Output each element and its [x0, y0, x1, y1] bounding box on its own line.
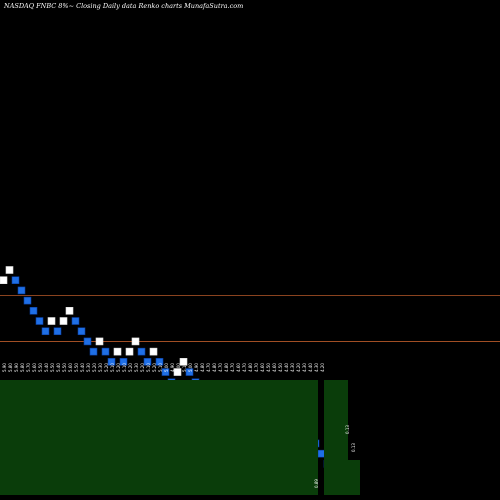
x-tick-label-5: 5.70 — [26, 363, 31, 372]
x-tick-label-31: 5.10 — [182, 363, 187, 372]
down-brick-25 — [143, 358, 152, 366]
x-tick-label-48: 4.40 — [284, 363, 289, 372]
x-tick-label-30: 5.00 — [176, 363, 181, 372]
x-tick-label-46: 4.60 — [272, 363, 277, 372]
up-brick-26 — [149, 347, 158, 356]
x-tick-label-6: 5.60 — [32, 363, 37, 372]
x-tick-label-37: 4.70 — [218, 363, 223, 372]
down-brick-3 — [11, 276, 20, 285]
up-brick-23 — [131, 337, 140, 346]
x-tick-label-32: 5.00 — [188, 363, 193, 372]
x-tick-label-35: 4.70 — [206, 363, 211, 372]
x-tick-label-38: 4.80 — [224, 363, 229, 372]
down-brick-15 — [83, 337, 92, 346]
down-brick-54 — [317, 449, 326, 458]
x-tick-label-2: 5.80 — [8, 363, 13, 372]
volume-label-2: 0.13 — [345, 425, 350, 434]
down-brick-32 — [185, 368, 194, 376]
down-brick-19 — [107, 358, 116, 366]
down-brick-7 — [35, 317, 44, 325]
x-tick-label-23: 5.30 — [134, 363, 139, 372]
x-tick-label-47: 4.50 — [278, 363, 283, 372]
x-tick-label-4: 5.80 — [20, 363, 25, 372]
down-brick-21 — [119, 358, 128, 366]
x-tick-label-13: 5.50 — [74, 363, 79, 372]
x-tick-label-40: 4.60 — [236, 363, 241, 372]
down-brick-28 — [161, 368, 170, 376]
x-tick-label-8: 5.40 — [44, 363, 49, 372]
x-tick-label-16: 5.20 — [92, 363, 97, 372]
x-tick-label-12: 5.60 — [68, 363, 73, 372]
x-tick-label-41: 4.70 — [242, 363, 247, 372]
down-brick-6 — [29, 307, 38, 315]
up-brick-22 — [125, 347, 134, 356]
x-tick-label-26: 5.20 — [152, 363, 157, 372]
x-tick-label-20: 5.20 — [116, 363, 121, 372]
up-brick-30 — [173, 368, 182, 376]
x-tick-label-1: 5.90 — [2, 363, 7, 372]
x-tick-label-7: 5.50 — [38, 363, 43, 372]
x-tick-label-27: 5.10 — [158, 363, 163, 372]
x-tick-label-15: 5.30 — [86, 363, 91, 372]
down-brick-27 — [155, 358, 164, 366]
up-brick-1 — [0, 276, 8, 285]
x-tick-label-52: 4.40 — [308, 363, 313, 372]
x-tick-label-9: 5.50 — [50, 363, 55, 372]
x-tick-label-11: 5.50 — [62, 363, 67, 372]
x-tick-label-53: 4.30 — [314, 363, 319, 372]
down-brick-14 — [77, 327, 86, 336]
x-tick-label-43: 4.70 — [254, 363, 259, 372]
x-tick-label-33: 4.90 — [194, 363, 199, 372]
x-tick-label-29: 4.90 — [170, 363, 175, 372]
x-tick-labels: 5.90 5.80 5.90 5.80 5.70 5.60 5.50 5.40 5.50 5.40… — [2, 363, 325, 372]
x-tick-label-18: 5.20 — [104, 363, 109, 372]
down-brick-4 — [17, 286, 26, 295]
up-brick-11 — [59, 317, 68, 325]
down-brick-8 — [41, 327, 50, 336]
x-tick-label-39: 4.70 — [230, 363, 235, 372]
volume-bar-1 — [0, 380, 318, 495]
volume-bar-2 — [324, 380, 348, 495]
x-tick-label-34: 4.80 — [200, 363, 205, 372]
x-tick-label-49: 4.30 — [290, 363, 295, 372]
x-tick-label-17: 5.30 — [98, 363, 103, 372]
down-brick-10 — [53, 327, 62, 336]
up-brick-9 — [47, 317, 56, 325]
x-tick-label-44: 4.60 — [260, 363, 265, 372]
up-brick-17 — [95, 337, 104, 346]
down-brick-5 — [23, 296, 32, 305]
volume-label-3: 0.13 — [351, 443, 356, 452]
x-tick-label-3: 5.90 — [14, 363, 19, 372]
x-tick-label-25: 5.10 — [146, 363, 151, 372]
volume-panel: 0.89 0.13 0.13 — [0, 380, 360, 495]
x-tick-label-36: 4.80 — [212, 363, 217, 372]
x-tick-label-22: 5.20 — [128, 363, 133, 372]
up-brick-31 — [179, 358, 188, 366]
x-tick-label-45: 4.50 — [266, 363, 271, 372]
volume-bar-3 — [348, 460, 360, 495]
up-brick-2 — [5, 266, 14, 274]
down-brick-13 — [71, 317, 80, 325]
down-brick-18 — [101, 347, 110, 356]
volume-label-1: 0.89 — [314, 479, 319, 488]
x-tick-label-14: 5.40 — [80, 363, 85, 372]
up-brick-12 — [65, 307, 74, 315]
x-tick-label-19: 5.10 — [110, 363, 115, 372]
x-tick-label-28: 5.00 — [164, 363, 169, 372]
down-brick-16 — [89, 347, 98, 356]
chart-title: NASDAQ FNBC 8%~ Closing Daily data Renko… — [3, 2, 243, 10]
x-tick-label-42: 4.80 — [248, 363, 253, 372]
x-tick-label-54: 4.20 — [320, 363, 325, 372]
x-tick-label-21: 5.10 — [122, 363, 127, 372]
x-tick-label-50: 4.20 — [296, 363, 301, 372]
down-brick-24 — [137, 347, 146, 356]
x-tick-label-24: 5.20 — [140, 363, 145, 372]
x-tick-label-10: 5.40 — [56, 363, 61, 372]
reference-lines — [0, 295, 500, 342]
up-brick-20 — [113, 347, 122, 356]
x-tick-label-51: 4.30 — [302, 363, 307, 372]
